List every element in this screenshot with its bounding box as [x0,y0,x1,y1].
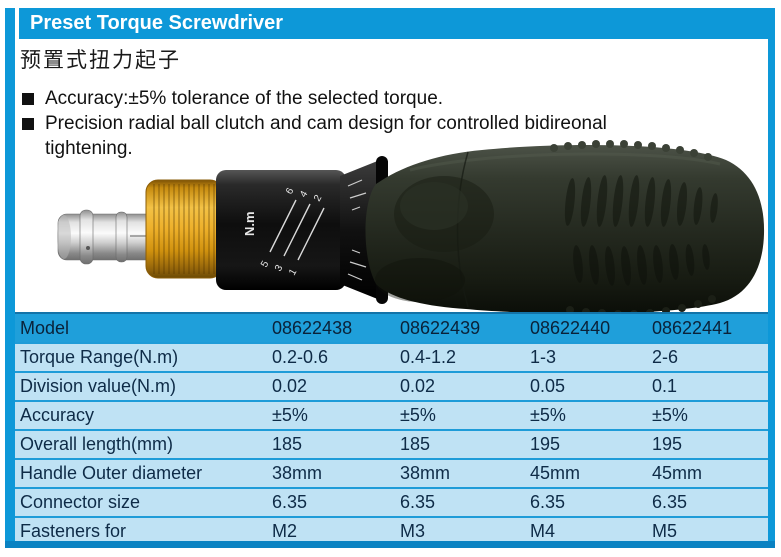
spec-value-cell: 185 [395,430,525,460]
spec-value-cell: 185 [267,430,395,460]
right-border [768,8,775,548]
feature-text: Accuracy:±5% tolerance of the selected t… [45,88,444,109]
spec-value-cell: 08622440 [525,312,647,344]
spec-value-cell: 08622439 [395,312,525,344]
spec-value-cell: 2-6 [647,343,775,373]
grip-handle [365,140,765,318]
product-photo: N.m 6 4 2 5 3 1 [57,140,765,318]
spec-label-cell: Fasteners for [5,517,267,545]
spec-row-accuracy: Accuracy ±5% ±5% ±5% ±5% [5,401,775,431]
spec-label-cell: Connector size [5,488,267,518]
scale-barrel: N.m 6 4 2 5 3 1 [216,156,388,304]
feature-item: Accuracy:±5% tolerance of the selected t… [22,86,662,111]
spec-value-cell: 45mm [525,459,647,489]
spec-value-cell: M4 [525,517,647,545]
spec-value-cell: ±5% [267,401,395,431]
spec-value-cell: 08622441 [647,312,775,344]
spec-row-fasteners: Fasteners for M2 M3 M4 M5 [5,517,775,545]
scale-number: 1 [287,267,300,278]
subtitle-cn: 预置式扭力起子 [20,49,181,72]
left-border [5,8,15,548]
feature-list: Accuracy:±5% tolerance of the selected t… [22,86,662,161]
spec-label-cell: Handle Outer diameter [5,459,267,489]
spec-label-cell: Torque Range(N.m) [5,343,267,373]
spec-label-cell: Division value(N.m) [5,372,267,402]
spec-value-cell: 45mm [647,459,775,489]
torque-scale: N.m 6 4 2 5 3 1 [242,179,367,281]
spec-value-cell: M3 [395,517,525,545]
spec-value-cell: 0.02 [395,372,525,402]
square-bullet-icon [22,93,34,105]
spec-value-cell: 1-3 [525,343,647,373]
spec-row-division-value: Division value(N.m) 0.02 0.02 0.05 0.1 [5,372,775,402]
spec-label-cell: Overall length(mm) [5,430,267,460]
scale-number: 6 [284,186,297,197]
spec-row-model: Model 08622438 08622439 08622440 0862244… [5,312,775,344]
spec-value-cell: ±5% [647,401,775,431]
spec-value-cell: 6.35 [525,488,647,518]
bottom-border [5,541,775,548]
spec-value-cell: 08622438 [267,312,395,344]
spec-value-cell: 0.2-0.6 [267,343,395,373]
spec-label-cell: Model [5,312,267,344]
spec-value-cell: 6.35 [267,488,395,518]
spec-value-cell: ±5% [525,401,647,431]
spec-value-cell: 38mm [267,459,395,489]
page-title: Preset Torque Screwdriver [19,8,775,39]
spec-value-cell: 195 [525,430,647,460]
torque-scale-unit: N.m [242,211,257,236]
spec-value-cell: 6.35 [647,488,775,518]
spec-value-cell: 0.02 [267,372,395,402]
spec-row-connector-size: Connector size 6.35 6.35 6.35 6.35 [5,488,775,518]
spec-row-torque-range: Torque Range(N.m) 0.2-0.6 0.4-1.2 1-3 2-… [5,343,775,373]
spec-value-cell: 0.4-1.2 [395,343,525,373]
feature-item: Precision radial ball clutch and cam des… [22,111,662,161]
spec-value-cell: 195 [647,430,775,460]
spec-value-cell: ±5% [395,401,525,431]
spec-value-cell: 0.05 [525,372,647,402]
scale-number: 4 [298,189,311,200]
feature-text: Precision radial ball clutch and cam des… [45,113,607,159]
adjustment-collar-gold [145,179,223,279]
scale-number: 5 [259,259,272,270]
spec-table: Model 08622438 08622439 08622440 0862244… [5,312,775,545]
spec-value-cell: M2 [267,517,395,545]
spec-value-cell: 0.1 [647,372,775,402]
spec-value-cell: 6.35 [395,488,525,518]
spec-row-handle-diameter: Handle Outer diameter 38mm 38mm 45mm 45m… [5,459,775,489]
spec-row-overall-length: Overall length(mm) 185 185 195 195 [5,430,775,460]
scale-number: 3 [273,263,286,274]
spec-value-cell: 38mm [395,459,525,489]
spec-value-cell: M5 [647,517,775,545]
spec-label-cell: Accuracy [5,401,267,431]
scale-number: 2 [312,193,325,204]
square-bullet-icon [22,118,34,130]
